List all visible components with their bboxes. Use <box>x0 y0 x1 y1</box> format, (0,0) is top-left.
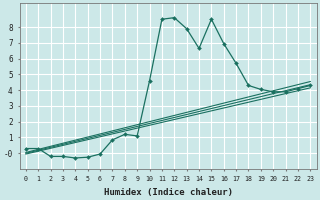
X-axis label: Humidex (Indice chaleur): Humidex (Indice chaleur) <box>104 188 233 197</box>
